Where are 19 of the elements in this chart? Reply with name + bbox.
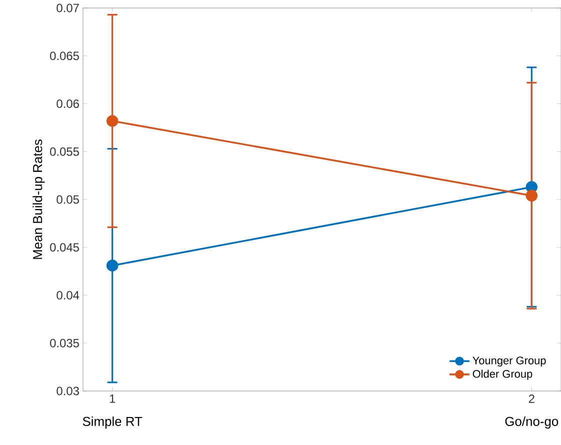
y-tick-label: 0.05 <box>56 195 79 204</box>
text: Go/no-go <box>505 416 558 429</box>
legend-label: Younger Group <box>472 356 546 367</box>
y-tick-label: 0.06 <box>56 100 79 108</box>
y-tick-label: 0.035 <box>50 338 79 348</box>
y-tick-label: 0.045 <box>50 243 79 252</box>
y-tick-label: 0.07 <box>56 4 79 12</box>
x-tick-label: 1 <box>110 394 116 403</box>
x-tick-label: 2 <box>528 394 534 403</box>
point <box>106 115 118 127</box>
point <box>526 190 538 202</box>
y-tick-label: 0.055 <box>50 147 79 156</box>
legend-label: Older Group <box>472 370 532 380</box>
point <box>106 260 118 272</box>
y-tick-label: 0.04 <box>56 291 80 300</box>
y-tick-label: 0.065 <box>50 52 79 60</box>
text: Simple RT <box>82 416 142 429</box>
y-axis-title: Mean Build-up Rates <box>32 140 45 259</box>
y-tick-label: 0.03 <box>56 386 79 396</box>
